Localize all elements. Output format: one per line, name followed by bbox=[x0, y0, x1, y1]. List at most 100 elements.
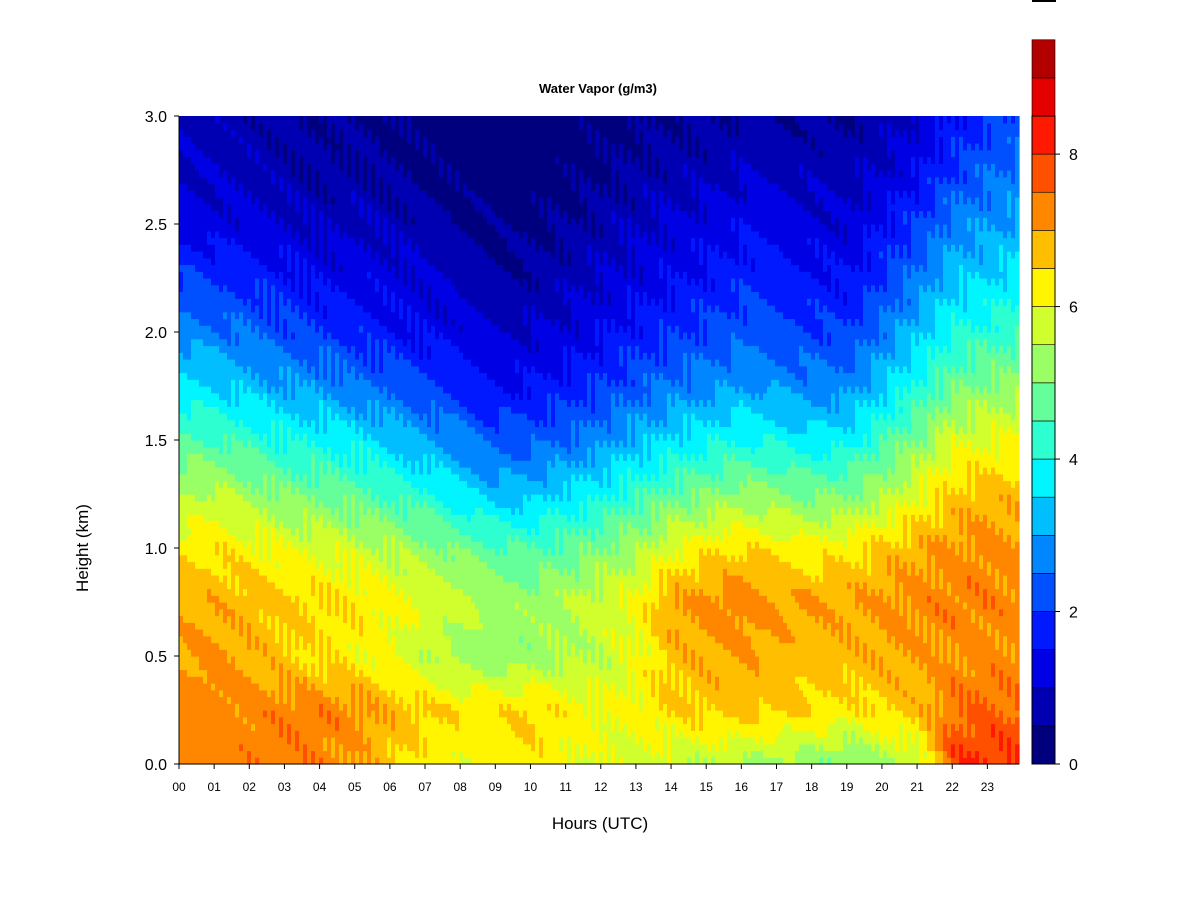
heatmap-cell bbox=[199, 615, 204, 623]
heatmap-cell bbox=[367, 406, 372, 414]
heatmap-cell bbox=[355, 197, 360, 205]
heatmap-cell bbox=[223, 372, 228, 380]
heatmap-cell bbox=[383, 703, 388, 711]
heatmap-cell bbox=[183, 676, 188, 684]
heatmap-cell bbox=[211, 183, 216, 191]
heatmap-cell bbox=[367, 683, 372, 691]
heatmap-cell bbox=[347, 669, 352, 677]
heatmap-cell bbox=[359, 467, 364, 475]
heatmap-cell bbox=[339, 473, 344, 482]
heatmap-cell bbox=[207, 176, 212, 185]
heatmap-cell bbox=[295, 291, 300, 299]
heatmap-cell bbox=[267, 527, 272, 536]
heatmap-cell bbox=[335, 426, 340, 434]
heatmap-cell bbox=[331, 433, 336, 441]
heatmap-cell bbox=[255, 291, 260, 299]
heatmap-cell bbox=[239, 237, 244, 245]
heatmap-cell bbox=[367, 453, 372, 461]
heatmap-cell bbox=[279, 372, 284, 380]
heatmap-cell bbox=[183, 514, 188, 522]
heatmap-cell bbox=[355, 534, 360, 542]
heatmap-cell bbox=[295, 723, 300, 731]
heatmap-cell bbox=[327, 696, 332, 704]
heatmap-cell bbox=[215, 507, 220, 515]
heatmap-cell bbox=[383, 345, 388, 353]
heatmap-cell bbox=[291, 615, 296, 623]
heatmap-cell bbox=[235, 622, 240, 630]
heatmap-cell bbox=[287, 716, 292, 725]
heatmap-cell bbox=[187, 703, 192, 711]
heatmap-cell bbox=[279, 365, 284, 374]
heatmap-cell bbox=[335, 494, 340, 502]
heatmap-cell bbox=[367, 372, 372, 380]
heatmap-cell bbox=[263, 703, 268, 711]
heatmap-cell bbox=[199, 541, 204, 549]
heatmap-cell bbox=[331, 163, 336, 171]
heatmap-cell bbox=[287, 224, 292, 232]
heatmap-cell bbox=[211, 156, 216, 164]
heatmap-cell bbox=[195, 338, 200, 347]
heatmap-cell bbox=[215, 683, 220, 691]
heatmap-cell bbox=[311, 521, 316, 529]
heatmap-cell bbox=[291, 716, 296, 725]
heatmap-cell bbox=[215, 494, 220, 502]
heatmap-cell bbox=[307, 399, 312, 407]
heatmap-cell bbox=[371, 257, 376, 266]
heatmap-cell bbox=[371, 183, 376, 191]
heatmap-cell bbox=[279, 453, 284, 461]
heatmap-cell bbox=[319, 399, 324, 407]
heatmap-cell bbox=[351, 116, 356, 124]
heatmap-cell bbox=[351, 257, 356, 266]
heatmap-cell bbox=[187, 669, 192, 677]
heatmap-cell bbox=[331, 284, 336, 293]
heatmap-cell bbox=[339, 635, 344, 644]
heatmap-cell bbox=[223, 419, 228, 428]
heatmap-cell bbox=[227, 318, 232, 326]
heatmap-cell bbox=[279, 143, 284, 151]
heatmap-cell bbox=[191, 156, 196, 164]
heatmap-cell bbox=[267, 595, 272, 603]
heatmap-cell bbox=[335, 608, 340, 617]
heatmap-cell bbox=[179, 507, 184, 515]
heatmap-cell bbox=[279, 750, 284, 758]
heatmap-cell bbox=[235, 595, 240, 603]
heatmap-cell bbox=[371, 737, 376, 745]
heatmap-cell bbox=[355, 433, 360, 441]
heatmap-cell bbox=[183, 473, 188, 482]
heatmap-cell bbox=[203, 541, 208, 549]
heatmap-cell bbox=[319, 352, 324, 360]
heatmap-cell bbox=[371, 554, 376, 563]
heatmap-cell bbox=[255, 635, 260, 644]
heatmap-cell bbox=[299, 514, 304, 522]
heatmap-cell bbox=[319, 325, 324, 333]
heatmap-cell bbox=[219, 338, 224, 347]
heatmap-cell bbox=[291, 176, 296, 185]
heatmap-cell bbox=[211, 426, 216, 434]
heatmap-cell bbox=[211, 122, 216, 131]
heatmap-cell bbox=[271, 176, 276, 185]
heatmap-cell bbox=[251, 473, 256, 482]
heatmap-cell bbox=[179, 359, 184, 367]
heatmap-cell bbox=[235, 129, 240, 137]
heatmap-cell bbox=[307, 743, 312, 752]
heatmap-cell bbox=[355, 750, 360, 758]
heatmap-cell bbox=[235, 136, 240, 144]
heatmap-cell bbox=[255, 473, 260, 482]
heatmap-cell bbox=[259, 548, 264, 556]
heatmap-cell bbox=[251, 392, 256, 401]
heatmap-cell bbox=[375, 230, 380, 239]
heatmap-cell bbox=[347, 757, 352, 765]
heatmap-cell bbox=[355, 703, 360, 711]
heatmap-cell bbox=[307, 129, 312, 137]
heatmap-cell bbox=[247, 757, 252, 765]
heatmap-cell bbox=[227, 257, 232, 266]
heatmap-cell bbox=[319, 244, 324, 252]
heatmap-cell bbox=[359, 683, 364, 691]
heatmap-cell bbox=[263, 176, 268, 185]
heatmap-cell bbox=[379, 197, 384, 205]
heatmap-cell bbox=[339, 710, 344, 718]
heatmap-cell bbox=[239, 548, 244, 556]
heatmap-cell bbox=[235, 244, 240, 252]
heatmap-cell bbox=[179, 352, 184, 360]
heatmap-cell bbox=[295, 386, 300, 394]
